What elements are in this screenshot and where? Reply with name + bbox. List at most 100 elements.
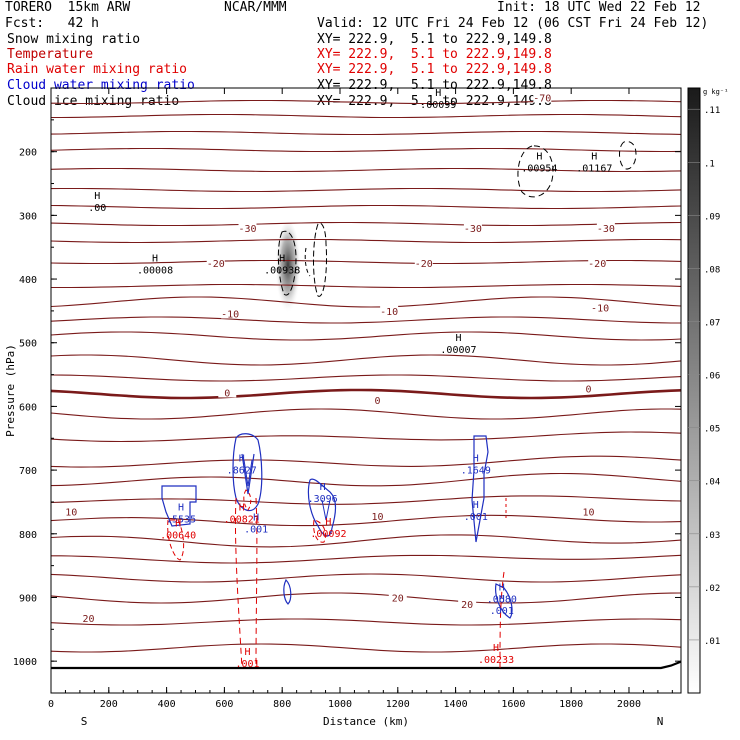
isotherm-label: -30 [238, 224, 256, 235]
y-tick-label: 600 [19, 402, 37, 413]
x-tick-label: 800 [273, 699, 291, 710]
y-tick-label: 300 [19, 211, 37, 222]
snow-max-marker: H [536, 152, 542, 163]
rain-max-marker: H [175, 518, 181, 529]
isotherm [50, 204, 682, 210]
isotherm-label: 20 [461, 600, 473, 611]
colorbar-unit-label: g kg⁻¹ [703, 88, 728, 96]
cloud-water-max-marker: H [239, 453, 245, 464]
cloud-water-max-value: .001 [244, 525, 268, 536]
isotherm-label-bg [458, 597, 477, 609]
x-tick-label: 2000 [617, 699, 641, 710]
snow-max-marker: H [591, 152, 597, 163]
isotherm [50, 99, 682, 105]
x-tick-label: 1800 [559, 699, 583, 710]
isotherm-label-bg [218, 386, 237, 398]
isotherm [50, 130, 682, 136]
isotherm [50, 259, 682, 265]
cloud-water-max-marker: H [253, 513, 259, 524]
isotherm [50, 331, 682, 341]
temperature-contours [50, 99, 682, 670]
cloud-water-max-value: .001 [490, 606, 514, 617]
isotherm [50, 296, 682, 308]
isotherm-label-bg [380, 304, 399, 316]
rain-max-value: .00233 [478, 655, 514, 666]
cloud-water-contour [243, 459, 253, 487]
isotherm-label: -10 [380, 307, 398, 318]
contour-labels: -70 -30 -30 -30 -20 -20 -20 -10 -10 -10 0 0 0 10 10 10 2… [62, 88, 615, 670]
rain-max-marker: H [493, 643, 499, 654]
isotherm [50, 618, 682, 626]
rain-max-value: .00092 [310, 529, 346, 540]
isotherm-label-bg [62, 505, 81, 517]
y-tick-label: 200 [19, 148, 37, 159]
colorbar-tick-label: .09 [704, 212, 720, 222]
cloud-water-contour [307, 478, 337, 537]
snow-max-value: .00099 [420, 100, 456, 111]
cloud-water-max-marker: H [473, 453, 479, 464]
rain-contour [499, 571, 505, 669]
isotherm [50, 592, 682, 604]
isotherm [50, 573, 682, 583]
cloud-water-max-value: .5535 [166, 514, 196, 525]
isotherm-label: -20 [207, 259, 225, 270]
isotherm-label-bg [368, 394, 387, 406]
isotherm [50, 147, 682, 153]
isotherm [50, 534, 682, 548]
zero-isotherm [50, 388, 682, 400]
rain-contour [255, 497, 258, 669]
snow-max-marker: H [455, 333, 461, 344]
isotherm-label: 10 [372, 512, 384, 523]
rain-max-value: .001 [235, 659, 259, 670]
isotherm-label-bg [579, 505, 598, 517]
field-name-temperature: Temperature [7, 47, 94, 62]
x-tick-label: 0 [48, 699, 54, 710]
cloud-water-max-marker: H [473, 500, 479, 511]
colorbar-gradient [687, 87, 701, 694]
isotherm-label: -20 [588, 259, 606, 270]
cloud-water-max-value: .001 [464, 512, 488, 523]
isotherm [50, 221, 682, 227]
y-tick-label: 1000 [13, 657, 37, 668]
isotherm-label-bg [79, 611, 98, 623]
snow-contour [313, 222, 327, 297]
isotherm [50, 408, 682, 420]
x-tick-label: 400 [158, 699, 176, 710]
isotherm [50, 495, 682, 505]
isotherm [51, 113, 682, 119]
isotherm-label: -70 [533, 94, 551, 105]
colorbar-tick-label: .07 [704, 319, 720, 329]
colorbar-tick-label: .08 [704, 265, 720, 275]
cloud-water-contour [161, 485, 197, 527]
isotherm-label-bg [238, 222, 257, 234]
cloud-water-contour [241, 453, 255, 495]
isotherm-label: 10 [582, 508, 594, 519]
snow-max-value: .01167 [576, 164, 612, 175]
cloud-water-max-value: .8627 [227, 465, 257, 476]
isotherm-label-bg [588, 257, 607, 269]
isotherm-label: -10 [221, 309, 239, 320]
rain-contour [243, 489, 252, 511]
x-axis-label: Distance (km) [323, 715, 409, 728]
isotherm [51, 554, 682, 564]
isotherm-label: 0 [375, 396, 381, 407]
field-xy-snow: XY= 222.9, 5.1 to 222.9,149.8 [317, 32, 552, 47]
colorbar-tick-label: .04 [704, 478, 720, 488]
colorbar-tick-label: .03 [704, 531, 720, 541]
isotherm [50, 167, 682, 173]
snow-max-marker: H [152, 253, 158, 264]
isotherm-label-bg [591, 301, 610, 313]
organization: NCAR/MMM [224, 0, 287, 15]
snow-max-value: .00008 [137, 265, 173, 276]
isotherm [50, 643, 682, 653]
colorbar-tick-label: .11 [704, 106, 720, 116]
snow-contour [277, 230, 297, 296]
isotherm [50, 238, 682, 244]
isotherm-label: 20 [392, 593, 404, 604]
x-tick-label: 1200 [386, 699, 410, 710]
isotherm-label-bg [596, 222, 615, 234]
isotherm [50, 514, 682, 527]
y-axis-label: Pressure (hPa) [4, 344, 17, 437]
y-tick-label: 900 [19, 593, 37, 604]
field-name-snow: Snow mixing ratio [7, 32, 141, 47]
